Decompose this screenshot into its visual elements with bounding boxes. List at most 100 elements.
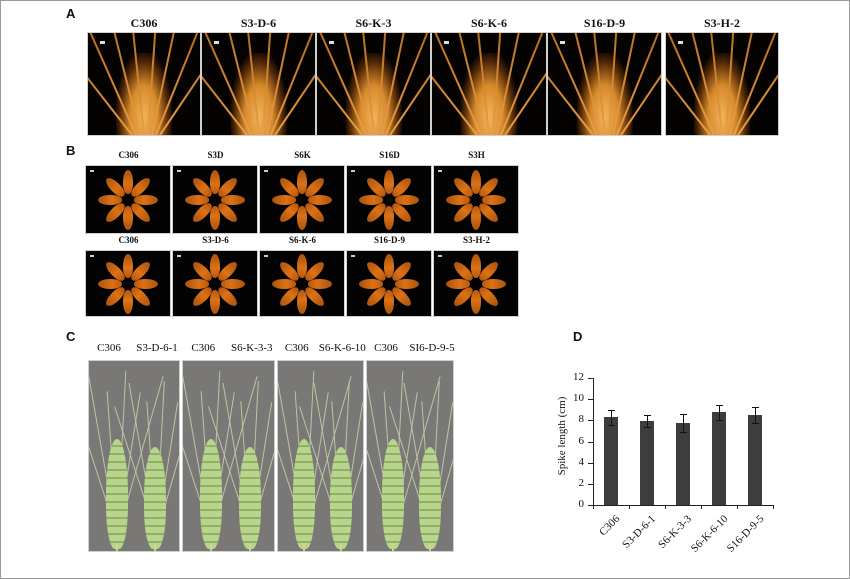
panel-b-title: S3H (468, 150, 485, 160)
grain (384, 205, 394, 230)
x-tick (701, 505, 702, 509)
scale-bar (90, 170, 94, 172)
x-category-label: S3-D-6-1 (620, 513, 659, 551)
panel-b-title: S6K (294, 150, 311, 160)
panel-a-title: S3-D-6 (240, 16, 277, 30)
y-tick (588, 441, 593, 443)
scale-bar (90, 255, 94, 257)
y-tick-label: 8 (578, 413, 585, 426)
x-category-label: C306 (597, 513, 623, 539)
grain (297, 205, 307, 230)
spike-photo (431, 32, 547, 136)
y-tick (588, 462, 593, 464)
green-spike-photo (366, 360, 454, 552)
grain (297, 289, 307, 314)
error-cap-bottom (752, 422, 759, 424)
spike-photo (316, 32, 431, 136)
spike-glow (460, 53, 518, 135)
x-tick (629, 505, 630, 509)
spike-glow (116, 53, 172, 135)
grain (471, 205, 481, 230)
scale-bar (329, 41, 334, 44)
grain (297, 253, 307, 278)
scale-bar (351, 255, 355, 257)
grain-photo (259, 250, 345, 317)
error-bar (683, 413, 684, 432)
y-tick (588, 378, 593, 379)
scale-bar (214, 41, 219, 44)
bar (748, 415, 762, 505)
scale-bar (351, 170, 355, 172)
grain (471, 253, 481, 278)
y-tick-label: 2 (578, 476, 585, 489)
panel-c-title-left: C306 (374, 342, 398, 354)
scale-bar (100, 41, 105, 44)
panel-d-label: D (573, 329, 583, 344)
y-tick-label: 4 (578, 455, 585, 468)
grain (384, 169, 394, 194)
grain (123, 205, 133, 230)
panel-c-title-right: S6-K-6-10 (318, 342, 366, 354)
grain-photo (259, 165, 345, 234)
panel-a-label: A (66, 6, 76, 21)
spike-photo (665, 32, 779, 136)
spike-ear (105, 439, 128, 549)
y-tick (588, 483, 593, 485)
panel-c-title-right: S6-K-3-3 (230, 342, 273, 354)
spike-ear (199, 439, 222, 549)
spike-ear (419, 447, 442, 549)
x-category-label: S6-K-6-10 (688, 513, 731, 555)
grain-photo (85, 250, 171, 317)
error-bar (719, 404, 720, 420)
stem (339, 543, 342, 551)
spike-photo (201, 32, 316, 136)
panel-b-title: S16-D-9 (374, 235, 405, 245)
scale-bar (177, 170, 181, 172)
grain-photo (346, 165, 432, 234)
stem (303, 543, 306, 551)
grain-photo (172, 250, 258, 317)
panel-c-title-left: C306 (284, 342, 309, 354)
spike-photo (87, 32, 201, 136)
error-bar (755, 407, 756, 423)
scale-bar (678, 41, 683, 44)
grain-photo (433, 165, 519, 234)
scale-bar (177, 255, 181, 257)
stem (248, 543, 251, 551)
x-tick (665, 505, 666, 509)
green-spike-photo (88, 360, 180, 552)
scale-bar (264, 255, 268, 257)
error-bar (611, 409, 612, 425)
error-cap-top (680, 413, 687, 415)
panel-a-title: S3-H-2 (704, 16, 740, 30)
panel-b-title: S16D (379, 150, 400, 160)
x-category-label: S16-D-9-5 (724, 513, 767, 555)
green-spike-photo (277, 360, 364, 552)
grain (123, 169, 133, 194)
grain (210, 205, 220, 230)
panel-a-title: S16-D-9 (583, 16, 626, 30)
stem (429, 543, 432, 551)
spike-glow (694, 53, 750, 135)
panel-b-title: S6-K-6 (289, 235, 316, 245)
x-tick (593, 505, 594, 509)
error-cap-top (752, 407, 759, 409)
panel-a-title: S6-K-6 (471, 16, 507, 30)
bar (640, 420, 654, 505)
grain (384, 289, 394, 314)
green-spike-photo (182, 360, 275, 552)
panel-a-title: C306 (130, 16, 158, 30)
grain (210, 253, 220, 278)
error-cap-bottom (644, 426, 651, 428)
y-tick-label: 12 (573, 371, 584, 383)
bar (712, 412, 726, 505)
spike-ear (144, 447, 167, 549)
error-bar (647, 415, 648, 427)
grain-photo (85, 165, 171, 234)
error-cap-top (644, 415, 651, 417)
scale-bar (444, 41, 449, 44)
error-cap-bottom (680, 431, 687, 433)
y-tick (588, 420, 593, 422)
spike-ear (293, 439, 316, 549)
panel-c-title-right: SI6-D-9-5 (409, 342, 455, 354)
